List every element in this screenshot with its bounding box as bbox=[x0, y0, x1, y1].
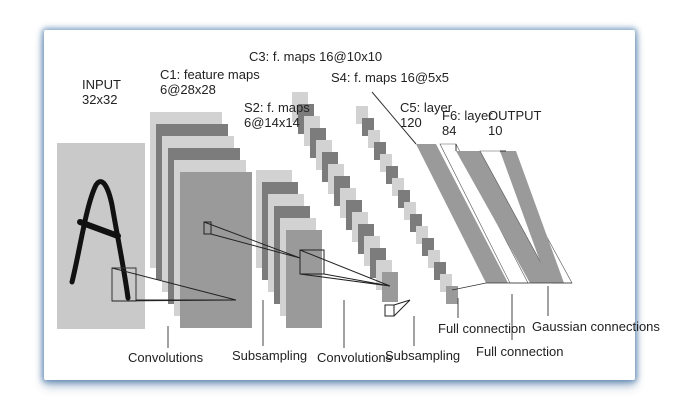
sub1-projection bbox=[203, 221, 301, 259]
conv2-projection bbox=[299, 249, 391, 287]
full1-op-label: Full connection bbox=[438, 321, 525, 336]
c3-feature-map-stack bbox=[292, 92, 398, 302]
sub1-op-label: Subsampling bbox=[232, 348, 307, 363]
full-connection-bands bbox=[371, 91, 573, 291]
c3-label: C3: f. maps 16@10x10 bbox=[249, 49, 382, 64]
s2-window bbox=[299, 249, 325, 275]
input-glyph-a bbox=[69, 179, 131, 301]
output-label: OUTPUT 10 bbox=[488, 108, 545, 138]
operation-tick-lines bbox=[167, 286, 549, 348]
output-band bbox=[500, 151, 564, 283]
f6-label: F6: layer 84 bbox=[442, 108, 496, 138]
c1-label: C1: feature maps 6@28x28 bbox=[160, 67, 263, 97]
s4-feature-map-plane bbox=[446, 286, 458, 304]
c3-window bbox=[384, 304, 395, 317]
projection-lines bbox=[111, 221, 411, 317]
full2-op-label: Full connection bbox=[476, 344, 563, 359]
c5-label: C5: layer 120 bbox=[400, 100, 456, 130]
s4-label: S4: f. maps 16@5x5 bbox=[331, 70, 449, 85]
s2-feature-map-stack bbox=[256, 170, 322, 328]
c5-to-f6-band-a bbox=[416, 144, 508, 283]
c1-window bbox=[203, 221, 212, 235]
conv1-projection bbox=[111, 267, 237, 302]
conv1-op-label: Convolutions bbox=[128, 350, 204, 365]
band-bottom-edge bbox=[451, 282, 572, 291]
s2-label: S2: f. maps 6@14x14 bbox=[244, 100, 313, 130]
c1-feature-map-plane bbox=[180, 172, 252, 328]
band-top-edge bbox=[371, 91, 506, 152]
c3-feature-map-plane bbox=[382, 272, 398, 302]
sub2-op-label: Subsampling bbox=[385, 348, 460, 363]
input-label: INPUT 32x32 bbox=[82, 77, 124, 107]
gauss-op-label: Gaussian connections bbox=[532, 319, 660, 334]
f6-to-output-band-a bbox=[456, 151, 552, 283]
conv2-op-label: Convolutions bbox=[317, 350, 393, 365]
sub2-projection bbox=[393, 299, 411, 317]
c1-feature-map-stack bbox=[150, 112, 252, 328]
s2-feature-map-plane bbox=[286, 230, 322, 328]
s4-feature-map-stack bbox=[356, 106, 458, 304]
